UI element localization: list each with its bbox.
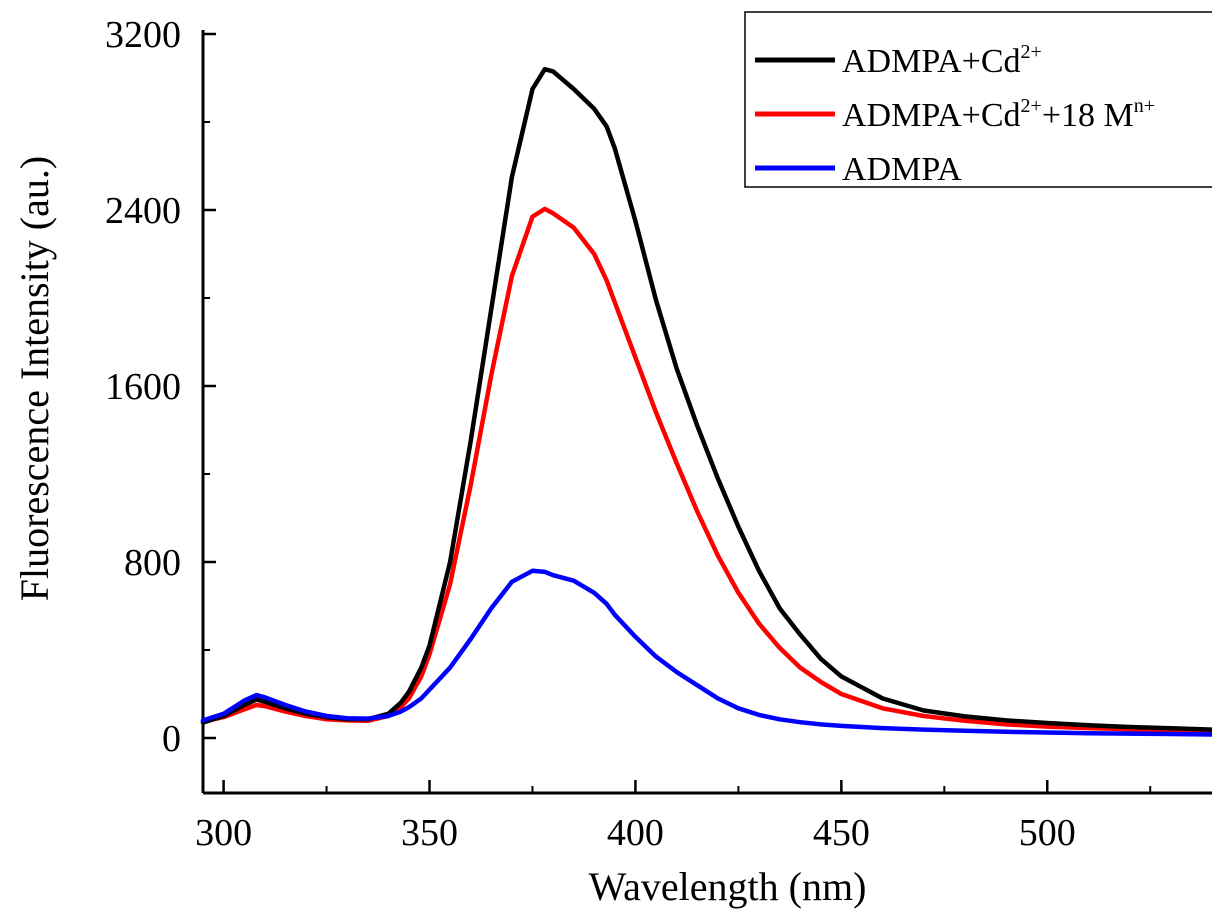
x-tick-label: 400 [607,812,664,854]
series-layer [200,66,1212,737]
legend-label: ADMPA+Cd2++18 Mn+ [842,95,1155,134]
x-tick-label: 500 [1019,812,1076,854]
series-line [200,568,1212,737]
y-axis-title: Fluorescence Intensity (au.) [12,156,57,601]
legend-label: ADMPA+Cd2+ [842,41,1042,80]
y-tick-label: 2400 [105,190,181,232]
x-tick-label: 300 [195,812,252,854]
series-line [200,206,1212,734]
x-tick-label: 350 [401,812,458,854]
legend-label: ADMPA [842,151,962,188]
y-tick-label: 3200 [105,14,181,56]
legend-box [744,11,1212,188]
axes: 300 350 400 450 500 0 800 1600 2400 3200 [105,14,1212,854]
x-tick-label: 450 [813,812,870,854]
y-tick-label: 0 [162,718,181,760]
y-tick-label: 800 [124,542,181,584]
x-axis-title: Wavelength (nm) [589,864,867,909]
legend: ADMPA+Cd2+ ADMPA+Cd2++18 Mn+ ADMPA [744,11,1212,188]
y-tick-label: 1600 [105,366,181,408]
